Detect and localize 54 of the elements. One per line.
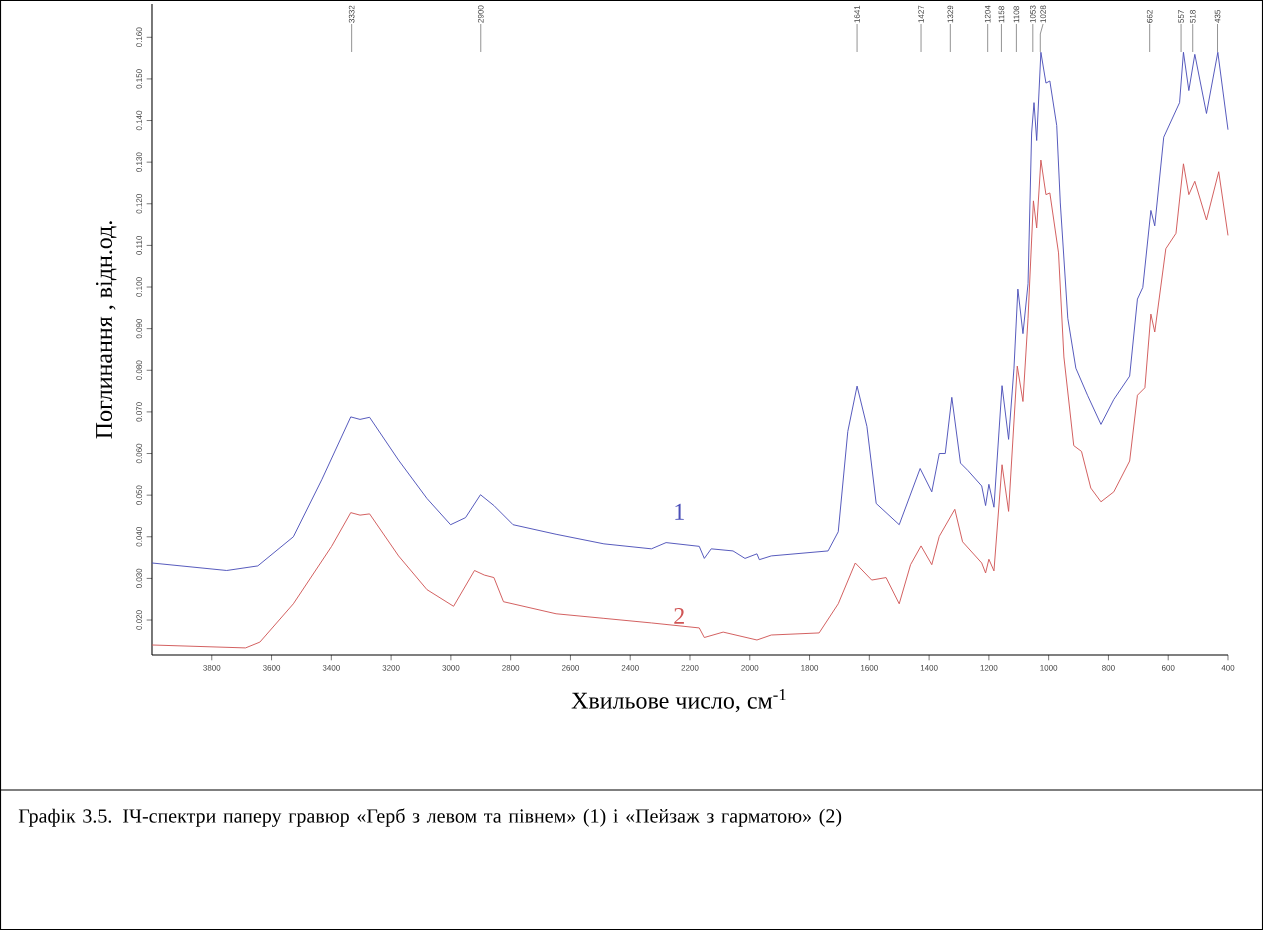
x-tick-label: 3400 [322, 665, 340, 671]
annotation: 1053 [1029, 5, 1036, 23]
y-tick-label: 0.050 [136, 485, 142, 505]
x-tick-label: 1400 [920, 665, 938, 671]
y-axis-title: Поглинання , відн.од. [95, 221, 117, 439]
annotation: 1427 [918, 5, 924, 23]
y-tick-label: 0.090 [136, 318, 142, 339]
x-tick-label: 1600 [861, 665, 878, 671]
annotation: 1204 [984, 5, 991, 23]
y-tick-label: 0.080 [136, 360, 142, 380]
y-tick-label: 0.100 [136, 277, 142, 297]
annotation: 1641 [854, 5, 860, 23]
x-tick-label: 2200 [681, 665, 699, 671]
annotation: 3332 [348, 5, 355, 23]
y-tick-label: 0.120 [136, 194, 142, 214]
series-label: 1 [675, 503, 684, 520]
annotation: 557 [1178, 10, 1184, 23]
x-tick-label: 1800 [801, 665, 819, 671]
annotation: 435 [1214, 10, 1221, 23]
x-tick-label: 800 [1102, 665, 1115, 671]
annotation: 1108 [1013, 6, 1020, 23]
x-tick-label: 3000 [442, 665, 460, 671]
y-tick-label: 0.160 [136, 27, 142, 47]
y-tick-label: 0.030 [136, 568, 142, 589]
x-tick-label: 2000 [741, 665, 759, 671]
y-tick-label: 0.040 [136, 527, 142, 547]
x-tick-label: 400 [1221, 665, 1235, 671]
y-tick-label: 0.020 [136, 610, 142, 630]
x-tick-label: 3600 [262, 665, 281, 671]
text: Графік 3.5. ІЧ-спектри паперу гравюр «Герб з левом та півнем» (1) і «Пейзаж з гарматою» (2) [18, 808, 842, 827]
line-series [151, 159, 1229, 649]
x-tick-label: 1200 [980, 665, 998, 671]
x-tick-label: 2600 [561, 665, 580, 671]
line-series [151, 51, 1229, 571]
annotation: 1329 [947, 5, 954, 23]
x-tick-label: 3800 [203, 665, 221, 671]
y-tick-label: 0.060 [136, 443, 142, 464]
x-tick-label: 1000 [1040, 665, 1058, 671]
annotation: 518 [1189, 10, 1196, 23]
annotation: 1028 [1040, 5, 1046, 23]
x-axis-title: Хвильове число, см$^{-1}$ [571, 689, 786, 713]
x-tick-label: 3200 [382, 665, 400, 671]
series-label: 2 [674, 607, 684, 624]
annotation: 2900 [477, 5, 484, 23]
y-tick-label: 0.150 [136, 69, 142, 89]
annotation: 1158 [998, 6, 1005, 23]
x-tick-label: 2800 [502, 665, 520, 671]
y-tick-label: 0.070 [136, 402, 142, 422]
y-tick-label: 0.110 [136, 236, 142, 255]
x-tick-label: 2400 [621, 665, 639, 671]
y-tick-label: 0.130 [136, 152, 142, 172]
annotation: 662 [1146, 10, 1153, 23]
y-tick-label: 0.140 [136, 110, 142, 131]
x-tick-label: 600 [1161, 665, 1175, 671]
